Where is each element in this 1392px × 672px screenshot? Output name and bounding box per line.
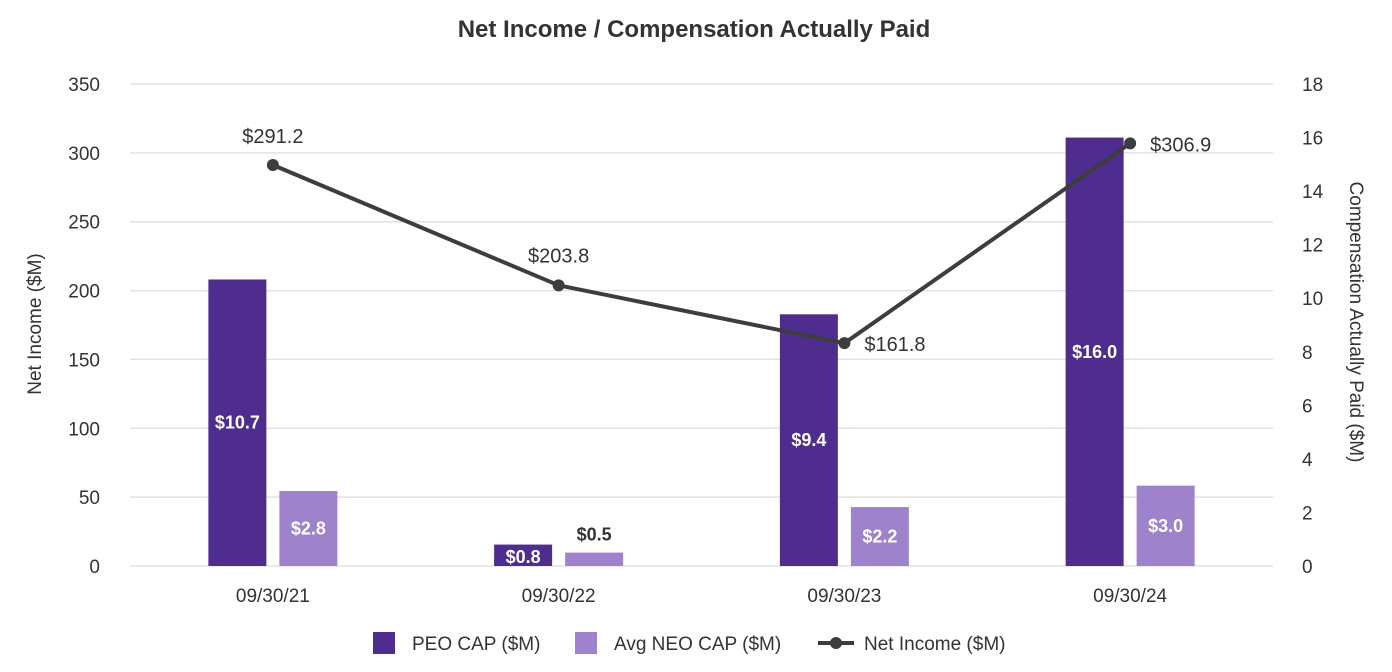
- avg-neo-cap-value-label: $2.8: [291, 519, 326, 539]
- net-income-line-path: [272, 141, 1132, 346]
- peo-cap-value-label: $16.0: [1072, 342, 1117, 362]
- peo-cap-value-label: $9.4: [791, 430, 826, 450]
- net-income-value-label: $291.2: [242, 126, 303, 148]
- right-tick-label: 10: [1302, 289, 1323, 310]
- peo-cap-value-label: $0.8: [506, 547, 541, 567]
- peo-cap-bar: [1065, 137, 1124, 567]
- left-tick-label: 350: [68, 75, 100, 96]
- left-tick-label: 200: [68, 282, 100, 303]
- legend-label-net-income: Net Income ($M): [864, 634, 1005, 655]
- left-axis-ticks: 0 50 100 150 200 250 300 350: [68, 75, 100, 578]
- avg-neo-cap-value-label: $3.0: [1148, 516, 1183, 536]
- net-income-point: [838, 337, 851, 350]
- net-income-point: [266, 158, 279, 171]
- left-tick-label: 250: [68, 213, 100, 234]
- left-tick-label: 300: [68, 144, 100, 165]
- category-label: 09/30/24: [1093, 586, 1167, 607]
- right-tick-label: 6: [1302, 396, 1313, 417]
- left-tick-label: 150: [68, 350, 100, 371]
- net-income-point: [1124, 137, 1137, 150]
- right-tick-label: 4: [1302, 450, 1313, 471]
- avg-neo-cap-bar: [850, 507, 909, 566]
- right-tick-label: 14: [1302, 182, 1324, 203]
- category-label: 09/30/23: [807, 586, 881, 607]
- left-axis-label: Net Income ($M): [25, 253, 46, 394]
- legend-marker-net-income: [830, 637, 842, 649]
- right-tick-label: 2: [1302, 503, 1313, 524]
- category-label: 09/30/21: [236, 586, 310, 607]
- avg-neo-cap-bar: [1136, 485, 1195, 566]
- right-axis-ticks: 0 2 4 6 8 10 12 14 16 18: [1302, 75, 1324, 578]
- category-label: 09/30/22: [522, 586, 596, 607]
- chart-title: Net Income / Compensation Actually Paid: [458, 16, 931, 43]
- bars: $10.7 $2.8 $0.8 $0.5 $9.4 $2.2 $16.0 $3.0: [208, 137, 1195, 567]
- left-tick-label: 100: [68, 419, 100, 440]
- right-tick-label: 16: [1302, 129, 1323, 150]
- left-tick-label: 0: [89, 557, 100, 578]
- net-income-value-label: $161.8: [864, 334, 925, 356]
- peo-cap-bar: [494, 544, 553, 566]
- peo-cap-bar: [208, 279, 267, 566]
- avg-neo-cap-bar: [565, 552, 624, 566]
- avg-neo-cap-bar: [279, 491, 338, 566]
- net-income-line: $291.2 $203.8 $161.8 $306.9: [242, 126, 1211, 356]
- peo-cap-value-label: $10.7: [215, 413, 260, 433]
- peo-cap-bar: [779, 314, 838, 566]
- right-tick-label: 0: [1302, 557, 1313, 578]
- net-income-value-label: $203.8: [528, 245, 589, 267]
- right-tick-label: 18: [1302, 75, 1323, 96]
- right-axis-label: Compensation Actually Paid ($M): [1345, 182, 1366, 463]
- legend-swatch-avg-neo-cap: [575, 632, 597, 654]
- net-income-point: [552, 279, 565, 292]
- legend: PEO CAP ($M) Avg NEO CAP ($M) Net Income (…: [373, 632, 1005, 655]
- right-tick-label: 12: [1302, 236, 1323, 257]
- left-tick-label: 50: [79, 488, 100, 509]
- legend-label-peo-cap: PEO CAP ($M): [412, 634, 540, 655]
- legend-swatch-peo-cap: [373, 632, 395, 654]
- category-labels: 09/30/21 09/30/22 09/30/23 09/30/24: [236, 586, 1168, 607]
- net-income-value-label: $306.9: [1150, 134, 1211, 156]
- avg-neo-cap-value-label: $0.5: [577, 525, 612, 545]
- avg-neo-cap-value-label: $2.2: [862, 527, 897, 547]
- right-tick-label: 8: [1302, 343, 1313, 364]
- legend-label-avg-neo-cap: Avg NEO CAP ($M): [614, 634, 781, 655]
